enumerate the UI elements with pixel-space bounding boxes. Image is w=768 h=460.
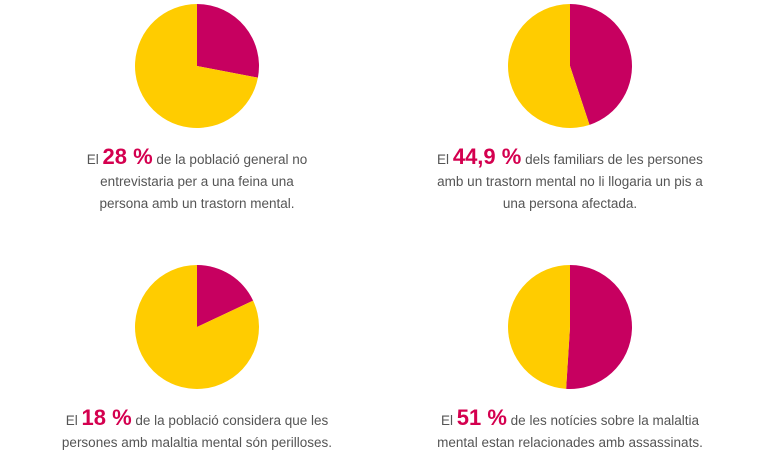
caption-text: de la població general no entrevistaria …	[99, 152, 308, 211]
pie-slice-highlight	[197, 265, 254, 327]
pie-slice-rest	[508, 4, 590, 128]
pie-slice-highlight	[197, 4, 259, 78]
caption: El 28 % de la població general no entrev…	[5, 146, 389, 215]
caption-prefix: El	[440, 413, 453, 428]
pie-slice-rest	[135, 265, 259, 389]
caption: El 44,9 % dels familiars de les persones…	[378, 146, 762, 215]
pie-chart	[134, 4, 259, 128]
percentage: 51 %	[456, 405, 507, 430]
pie-slice-highlight	[566, 265, 633, 389]
caption: El 51 % de les notícies sobre la malalti…	[378, 407, 762, 454]
pie-slice-rest	[134, 4, 258, 128]
caption-text: de la població considera que les persone…	[61, 413, 333, 450]
percentage: 44,9 %	[452, 144, 522, 169]
pie-chart	[135, 265, 259, 389]
caption: El 18 % de la població considera que les…	[5, 407, 389, 454]
pie-slice-rest	[508, 265, 570, 389]
caption-text: de les notícies sobre la malaltia mental…	[437, 413, 703, 450]
caption-text: dels familiars de les persones amb un tr…	[437, 152, 703, 211]
caption-prefix: El	[86, 152, 99, 167]
percentage: 28 %	[102, 144, 153, 169]
caption-prefix: El	[437, 152, 450, 167]
percentage: 18 %	[81, 405, 132, 430]
pie-slice-highlight	[570, 4, 632, 125]
pie-chart	[508, 4, 632, 128]
caption-prefix: El	[65, 413, 78, 428]
pie-chart	[508, 265, 633, 389]
